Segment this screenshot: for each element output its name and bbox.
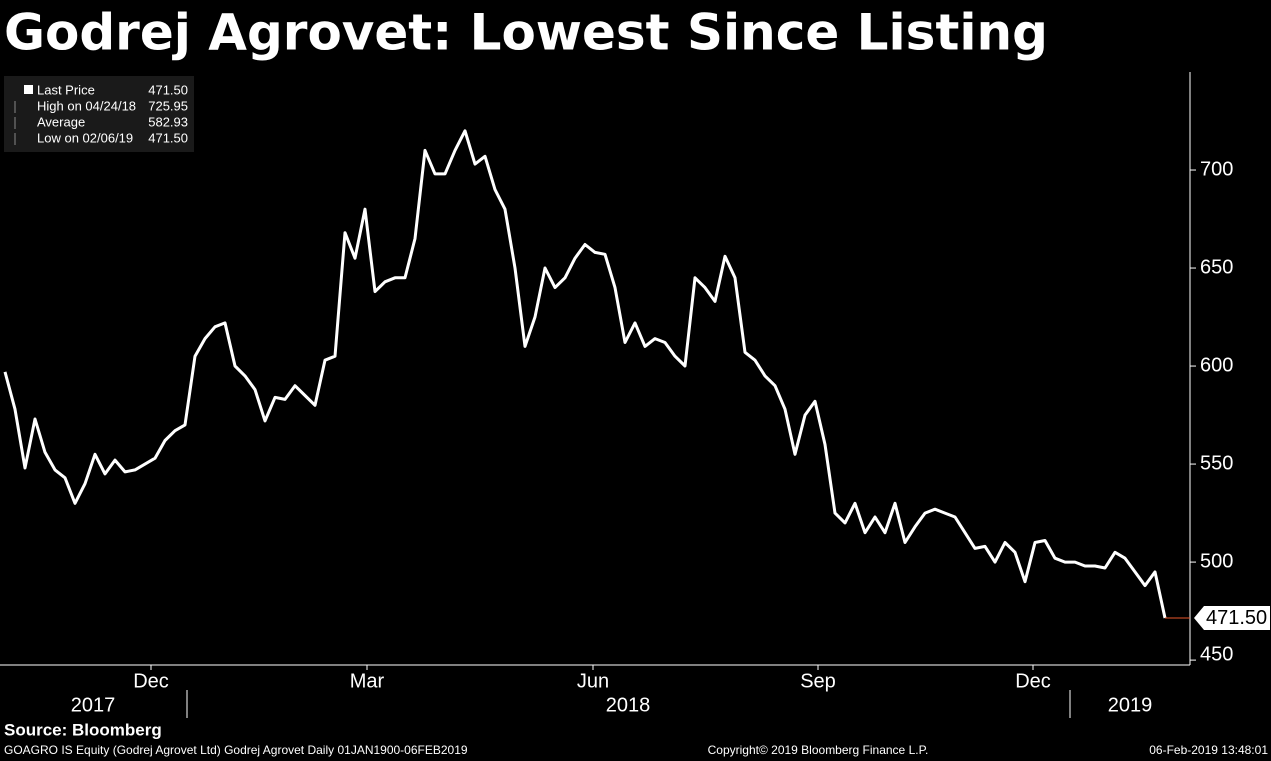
- legend-label: Low on 02/06/19: [37, 130, 133, 145]
- legend-value: 471.50: [148, 130, 188, 145]
- legend-value: 471.50: [148, 82, 188, 97]
- footer-right: 06-Feb-2019 13:48:01: [1149, 743, 1268, 757]
- legend-label: High on 04/24/18: [37, 98, 136, 113]
- x-tick-label: Jun: [577, 670, 609, 692]
- legend-swatch: [24, 85, 33, 94]
- price-line: [3, 129, 1167, 619]
- last-price-label: 471.50: [1206, 607, 1267, 629]
- y-tick-label: 650: [1200, 256, 1233, 278]
- year-label: 2017: [71, 694, 116, 716]
- y-tick-label: 450: [1200, 643, 1233, 665]
- source: Source: Bloomberg: [4, 720, 162, 739]
- footer-left: GOAGRO IS Equity (Godrej Agrovet Ltd) Go…: [4, 743, 468, 757]
- year-label: 2018: [606, 694, 651, 716]
- legend-box: [4, 76, 194, 152]
- x-tick-label: Mar: [350, 670, 385, 692]
- y-tick-label: 550: [1200, 452, 1233, 474]
- legend-value: 725.95: [148, 98, 188, 113]
- legend-label: Last Price: [37, 82, 95, 97]
- y-tick-label: 600: [1200, 354, 1233, 376]
- x-tick-label: Sep: [800, 670, 836, 692]
- year-label: 2019: [1108, 694, 1153, 716]
- x-tick-label: Dec: [1015, 670, 1051, 692]
- y-tick-label: 700: [1200, 158, 1233, 180]
- last-price-tag: [1194, 605, 1270, 630]
- x-tick-label: Dec: [133, 670, 169, 692]
- footer-center: Copyright© 2019 Bloomberg Finance L.P.: [708, 743, 929, 757]
- legend-value: 582.93: [148, 114, 188, 129]
- y-tick-label: 500: [1200, 550, 1233, 572]
- legend-label: Average: [37, 114, 85, 129]
- chart-title: Godrej Agrovet: Lowest Since Listing: [4, 4, 1048, 62]
